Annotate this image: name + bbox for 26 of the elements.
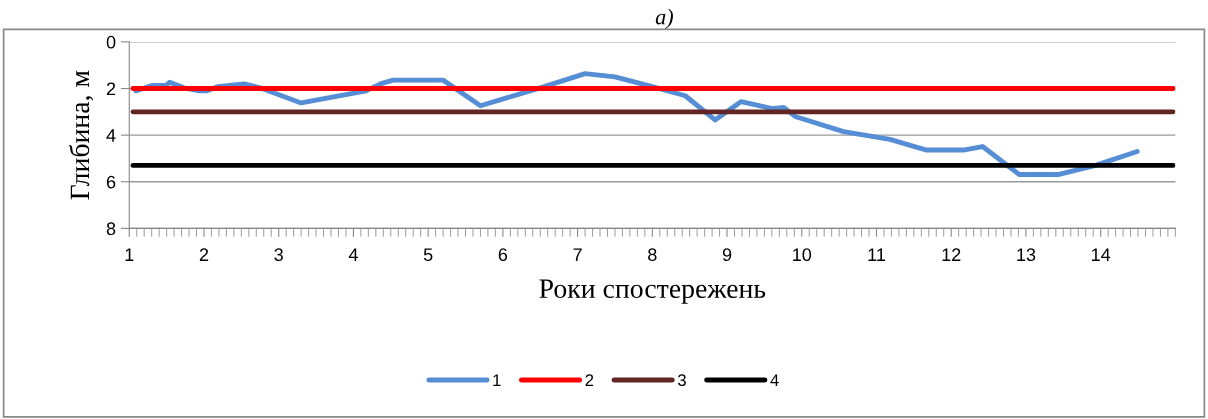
legend-label: 3 — [677, 374, 686, 387]
x-tick-label: 8 — [648, 248, 657, 262]
y-tick-label: 4 — [106, 129, 116, 142]
chart-title: а) — [655, 8, 673, 29]
legend-label: 2 — [585, 374, 594, 386]
y-axis-title: Глибина, м — [69, 70, 94, 200]
x-tick-label: 4 — [348, 248, 358, 261]
x-tick-label: 7 — [573, 248, 582, 261]
y-tick-label: 0 — [106, 35, 116, 49]
x-tick-label: 13 — [1017, 248, 1036, 262]
x-tick-label: 5 — [423, 248, 433, 262]
x-tick-label: 1 — [125, 248, 134, 261]
legend-label: 1 — [493, 374, 501, 386]
y-tick-label: 8 — [106, 222, 116, 236]
y-tick-label: 2 — [106, 82, 116, 96]
x-tick-label: 3 — [274, 248, 283, 262]
y-tick-label: 6 — [106, 175, 116, 189]
x-tick-label: 14 — [1092, 248, 1111, 261]
legend-label: 4 — [770, 374, 779, 386]
x-tick-label: 12 — [942, 248, 961, 261]
x-axis-title: Роки спостережень — [539, 279, 766, 304]
x-tick-label: 10 — [793, 248, 812, 262]
x-tick-label: 2 — [199, 248, 209, 261]
x-tick-label: 11 — [868, 248, 885, 261]
x-tick-label: 6 — [498, 248, 508, 262]
x-tick-label: 9 — [722, 248, 732, 262]
